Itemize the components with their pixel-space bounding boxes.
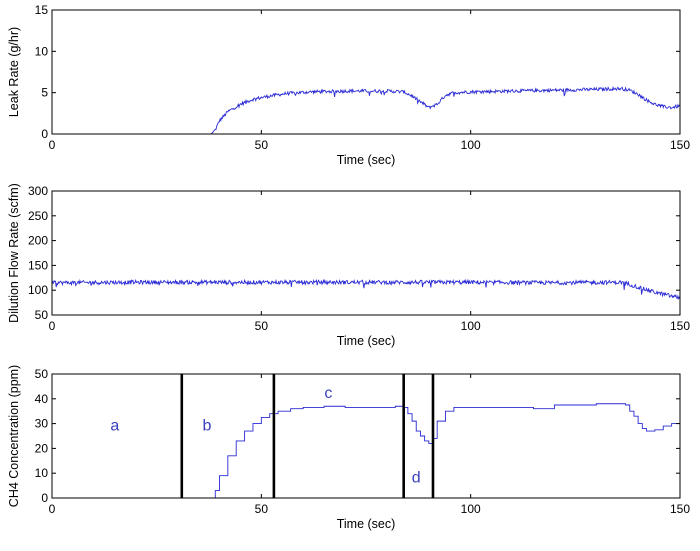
axes-frame — [51, 9, 681, 135]
y-axis-label: CH4 Concentration (ppm) — [7, 365, 21, 507]
y-tick-label: 20 — [35, 441, 49, 455]
y-tick-label: 10 — [35, 44, 49, 58]
y-axis-label: Leak Rate (g/hr) — [7, 27, 21, 117]
y-tick-label: 40 — [35, 392, 49, 406]
region-label-a: a — [110, 417, 119, 434]
y-tick-label: 0 — [41, 491, 48, 505]
x-tick-label: 50 — [255, 502, 269, 516]
axes-frame — [51, 373, 681, 499]
y-tick-label: 150 — [28, 258, 48, 272]
y-tick-label: 0 — [41, 127, 48, 141]
x-tick-label: 150 — [670, 319, 690, 333]
x-tick-label: 50 — [255, 319, 269, 333]
x-axis-label: Time (sec) — [337, 517, 396, 531]
y-tick-label: 10 — [35, 466, 49, 480]
x-tick-label: 100 — [461, 138, 481, 152]
x-tick-label: 100 — [461, 319, 481, 333]
x-tick-label: 0 — [49, 502, 56, 516]
y-tick-label: 15 — [35, 3, 49, 17]
series-line-2-1 — [51, 278, 681, 301]
y-tick-label: 50 — [35, 308, 49, 322]
y-tick-label: 5 — [41, 86, 48, 100]
region-label-c: c — [324, 385, 332, 402]
y-tick-label: 300 — [28, 184, 48, 198]
series-line-3-1 — [52, 403, 681, 499]
series-line-1-1 — [52, 85, 681, 135]
region-label-b: b — [202, 417, 211, 434]
chart-panel-1: 0 50 100 150 0 5 10 15 Time (sec) Leak Rate (g/hr… — [7, 3, 690, 167]
region-label-d: d — [412, 469, 421, 486]
y-tick-label: 50 — [35, 367, 49, 381]
x-tick-label: 0 — [49, 138, 56, 152]
y-tick-label: 250 — [28, 209, 48, 223]
y-tick-label: 30 — [35, 417, 49, 431]
x-axis-label: Time (sec) — [337, 153, 396, 167]
axes-frame — [51, 190, 681, 316]
y-tick-label: 200 — [28, 234, 48, 248]
x-tick-label: 0 — [49, 319, 56, 333]
x-axis-label: Time (sec) — [337, 334, 396, 348]
y-axis-label: Dilution Flow Rate (scfm) — [7, 183, 21, 323]
x-tick-label: 100 — [461, 502, 481, 516]
x-tick-label: 50 — [255, 138, 269, 152]
x-tick-label: 150 — [670, 138, 690, 152]
chart-panel-3: a b c d 0 50 100 150 0 10 20 30 40 50 Time (sec) CH4 Co… — [7, 365, 690, 531]
y-tick-label: 100 — [28, 283, 48, 297]
x-tick-label: 150 — [670, 502, 690, 516]
